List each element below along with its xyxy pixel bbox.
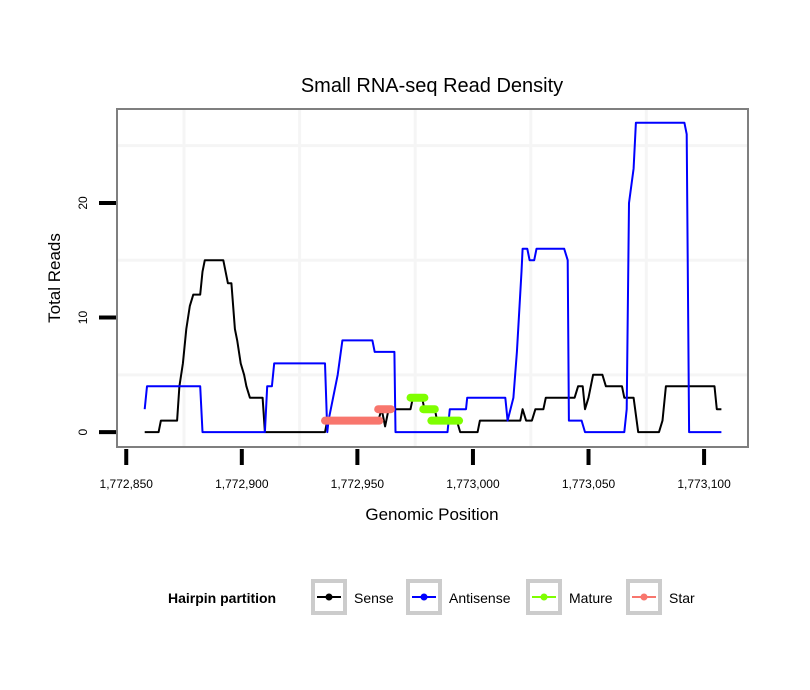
- x-tick-label: 1,773,100: [677, 477, 731, 491]
- x-axis: 1,772,850 1,772,900 1,772,950 1,773,000 1,77…: [100, 449, 731, 491]
- x-tick-label: 1,772,850: [100, 477, 154, 491]
- x-axis-title: Genomic Position: [365, 505, 498, 524]
- legend-label-star: Star: [669, 590, 695, 606]
- legend-key-point: [540, 593, 548, 601]
- legend-title: Hairpin partition: [168, 590, 276, 606]
- legend-label-antisense: Antisense: [449, 590, 511, 606]
- legend-item-antisense: Antisense: [406, 579, 511, 615]
- plot-border: [116, 108, 749, 448]
- plot-panel: [116, 108, 749, 448]
- series-line-antisense: [143, 121, 722, 434]
- x-tick-label: 1,772,950: [331, 477, 385, 491]
- plot-background: [117, 109, 748, 447]
- x-tick-label: 1,773,000: [446, 477, 500, 491]
- series-layer: [143, 121, 722, 434]
- x-tick-label: 1,772,900: [215, 477, 269, 491]
- legend-item-mature: Mature: [526, 579, 613, 615]
- legend-label-sense: Sense: [354, 590, 394, 606]
- y-tick-label: 10: [76, 311, 90, 325]
- legend-key-point: [325, 593, 333, 601]
- y-axis: 0 10 20: [76, 196, 116, 435]
- legend: Hairpin partition Sense Antisense Mature St…: [168, 579, 695, 615]
- chart-title: Small RNA-seq Read Density: [301, 75, 563, 97]
- x-tick-label: 1,773,050: [562, 477, 616, 491]
- y-tick-label: 20: [76, 196, 90, 210]
- y-tick-label: 0: [76, 428, 90, 435]
- legend-key-point: [420, 593, 428, 601]
- legend-item-sense: Sense: [311, 579, 394, 615]
- y-axis-title: Total Reads: [45, 233, 64, 323]
- legend-key-point: [640, 593, 648, 601]
- legend-label-mature: Mature: [569, 590, 613, 606]
- legend-item-star: Star: [626, 579, 695, 615]
